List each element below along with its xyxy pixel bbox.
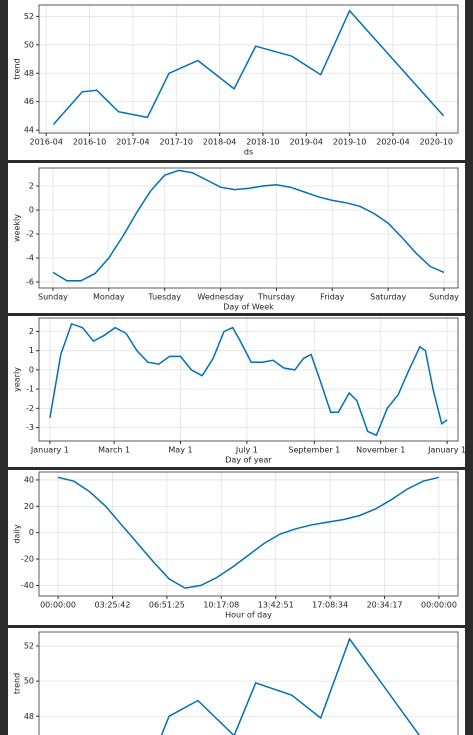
x-tick-label: Sunday: [38, 293, 68, 302]
x-axis-label: Hour of day: [225, 611, 272, 620]
x-tick-label: Tuesday: [147, 293, 181, 302]
x-tick-label: March 1: [98, 446, 130, 455]
y-tick-label: 0: [29, 365, 34, 374]
y-tick-label: -3: [26, 423, 34, 432]
y-tick-label: 52: [24, 642, 34, 651]
x-tick-label: July 1: [235, 446, 258, 455]
y-tick-label: 46: [24, 97, 34, 106]
x-tick-label: 2018-04: [203, 138, 236, 147]
y-tick-label: 52: [24, 12, 34, 21]
y-tick-label: -6: [26, 278, 34, 287]
x-tick-label: Saturday: [370, 293, 406, 302]
y-tick-label: 0: [29, 206, 34, 215]
x-tick-label: 00:00:00: [40, 601, 76, 610]
line: [52, 169, 445, 282]
x-tick-label: Sunday: [429, 293, 459, 302]
y-tick-label: 50: [24, 677, 34, 686]
y-tick-label: -2: [26, 230, 34, 239]
x-axis-label: Day of Week: [223, 303, 274, 312]
y-tick-label: 44: [24, 126, 34, 135]
x-tick-label: Friday: [320, 293, 345, 302]
x-tick-label: 2017-04: [116, 138, 149, 147]
line: [57, 476, 440, 589]
x-axis-label: Day of year: [225, 456, 272, 465]
y-tick-label: 40: [24, 475, 34, 484]
x-tick-label: 2016-10: [73, 138, 106, 147]
panel: [8, 316, 465, 467]
y-axis-label: trend: [13, 673, 22, 694]
y-tick-label: 20: [24, 502, 34, 511]
y-tick-label: -40: [21, 581, 34, 590]
x-tick-label: 20:34:17: [367, 601, 403, 610]
panel: [8, 0, 465, 160]
x-tick-label: 2020-10: [420, 138, 453, 147]
plot-frame: [38, 4, 459, 134]
y-tick-label: -4: [26, 254, 34, 263]
x-tick-label: September 1: [288, 446, 340, 455]
y-axis-label: yearly: [13, 367, 22, 392]
x-tick-label: 13:42:51: [258, 601, 294, 610]
x-tick-label: 17:08:34: [312, 601, 348, 610]
plot-frame: [38, 471, 459, 597]
x-tick-label: May 1: [168, 446, 192, 455]
panel: [8, 163, 465, 313]
plot-frame: [38, 167, 459, 289]
y-tick-label: 48: [24, 712, 34, 721]
y-axis-label: daily: [13, 524, 22, 543]
x-tick-label: 2016-04: [30, 138, 63, 147]
x-tick-label: 00:00:00: [421, 601, 457, 610]
y-tick-label: 50: [24, 40, 34, 49]
x-tick-label: Thursday: [257, 293, 295, 302]
x-axis-label: ds: [244, 148, 253, 157]
x-tick-label: Wednesday: [197, 293, 244, 302]
x-tick-label: 06:51:25: [149, 601, 185, 610]
line: [49, 322, 448, 437]
y-axis-label: trend: [13, 58, 22, 79]
y-tick-label: 0: [29, 528, 34, 537]
x-tick-label: January 1: [427, 446, 466, 455]
y-tick-label: 2: [29, 182, 34, 191]
panel: [8, 470, 465, 625]
x-tick-label: Monday: [93, 293, 125, 302]
x-tick-label: 2017-10: [160, 138, 193, 147]
y-tick-label: 1: [29, 346, 34, 355]
y-axis-label: weekly: [13, 214, 22, 242]
x-tick-label: 2020-04: [376, 138, 409, 147]
x-tick-label: January 1: [30, 446, 69, 455]
y-tick-label: -2: [26, 404, 34, 413]
y-tick-label: 2: [29, 327, 34, 336]
plot-frame: [38, 631, 459, 735]
x-tick-label: November 1: [356, 446, 405, 455]
x-tick-label: 2018-10: [246, 138, 279, 147]
x-tick-label: 10:17:08: [203, 601, 239, 610]
line: [52, 9, 445, 125]
plot-frame: [38, 317, 459, 442]
y-tick-label: -1: [26, 385, 34, 394]
x-tick-label: 03:25:42: [94, 601, 130, 610]
line: [160, 637, 420, 735]
y-tick-label: -20: [21, 555, 34, 564]
x-tick-label: 2019-04: [290, 138, 323, 147]
y-tick-label: 48: [24, 69, 34, 78]
x-tick-label: 2019-10: [333, 138, 366, 147]
